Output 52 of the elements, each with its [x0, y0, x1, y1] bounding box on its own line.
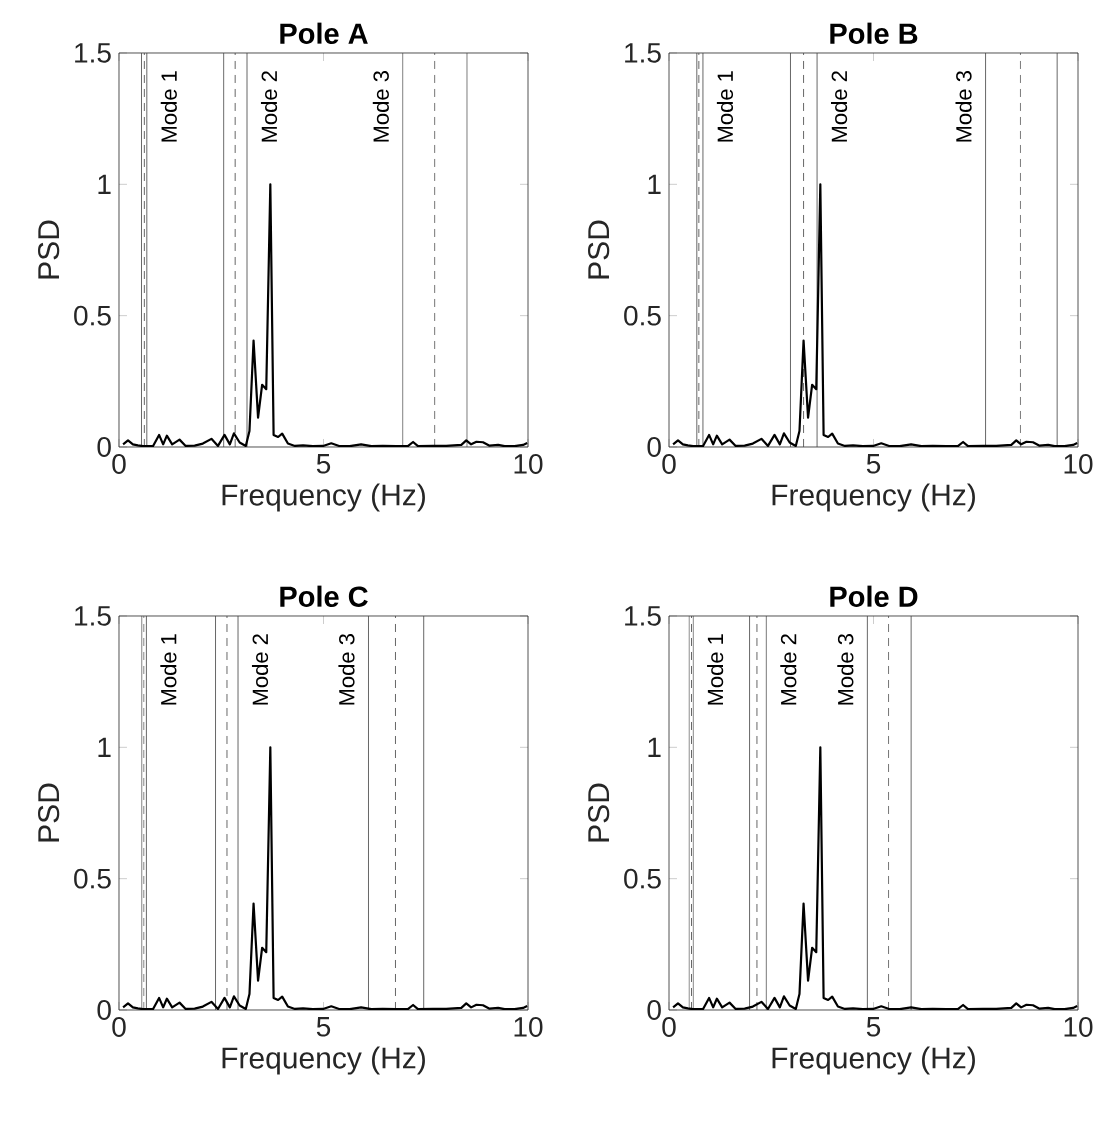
y-axis-title: PSD: [38, 220, 60, 279]
annotation: Mode 3: [338, 634, 355, 705]
chart-title: Pole D: [830, 585, 918, 607]
x-axis-title: Frequency (Hz): [222, 1046, 425, 1075]
x-axis-title: Frequency (Hz): [222, 483, 425, 512]
chart-title: Pole C: [280, 585, 368, 607]
y-tick-label: 1: [98, 174, 111, 194]
y-tick-label: 1: [648, 174, 661, 194]
x-tick-label: 10: [1064, 454, 1093, 474]
x-tick-label: 0: [662, 1017, 676, 1037]
x-tick-label: 5: [316, 1017, 331, 1037]
annotation: Mode 2: [251, 634, 269, 705]
x-tick-label: 10: [1064, 1017, 1093, 1037]
y-tick-label: 1.5: [75, 606, 111, 626]
y-tick-label: 0.5: [624, 305, 661, 326]
y-tick-label: 1.5: [625, 43, 661, 63]
y-tick-label: 0: [97, 1000, 111, 1020]
y-axis-title: PSD: [588, 783, 610, 842]
annotation: Mode 1: [716, 71, 734, 142]
annotation: Mode 3: [837, 634, 854, 705]
x-axis-title: Frequency (Hz): [772, 1046, 975, 1075]
y-tick-label: 1: [98, 737, 111, 757]
x-tick-label: 0: [662, 454, 676, 474]
annotation: Mode 3: [955, 71, 972, 142]
annotation: Mode 1: [707, 634, 724, 705]
annotation: Mode 1: [160, 634, 177, 705]
x-tick-label: 10: [514, 1017, 543, 1037]
x-tick-label: 0: [112, 454, 126, 474]
chart-title: Pole B: [830, 22, 918, 44]
y-tick-label: 0.5: [624, 868, 661, 889]
chart-title: Pole A: [280, 22, 368, 44]
annotation: Mode 2: [830, 71, 848, 142]
y-tick-label: 0: [647, 437, 661, 457]
y-tick-label: 0.5: [74, 305, 111, 326]
x-tick-label: 0: [112, 1017, 126, 1037]
y-tick-label: 1.5: [625, 606, 661, 626]
x-axis-title: Frequency (Hz): [772, 483, 975, 512]
y-axis-title: PSD: [588, 220, 610, 279]
annotation: Mode 2: [780, 634, 797, 705]
x-tick-label: 5: [866, 1017, 881, 1037]
annotation: Mode 2: [260, 71, 278, 142]
x-tick-label: 5: [866, 454, 881, 474]
annotation: Mode 1: [160, 71, 177, 142]
annotation: Mode 3: [372, 71, 389, 142]
y-tick-label: 0: [97, 437, 111, 457]
y-tick-label: 0.5: [74, 868, 111, 889]
y-axis-title: PSD: [38, 783, 60, 842]
x-tick-label: 5: [316, 454, 331, 474]
y-tick-label: 0: [647, 1000, 661, 1020]
y-tick-label: 1.5: [75, 43, 111, 63]
y-tick-label: 1: [648, 737, 661, 757]
x-tick-label: 10: [514, 454, 543, 474]
